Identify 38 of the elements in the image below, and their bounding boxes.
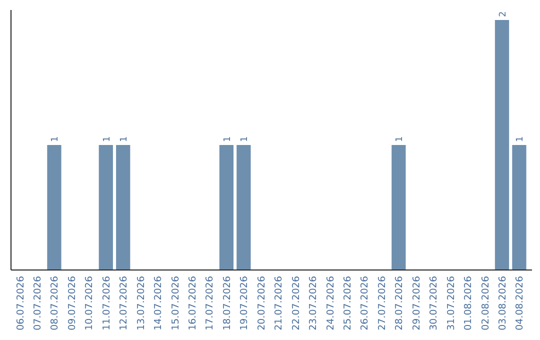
x-tick-label: 06.07.2026 [15,276,26,330]
x-tick-label: 30.07.2026 [428,276,440,330]
x-tick-label: 22.07.2026 [290,276,302,330]
data-label: 1 [222,136,233,142]
x-tick-label: 07.07.2026 [32,276,44,330]
x-tick-label: 25.07.2026 [342,276,354,330]
x-tick-label: 23.07.2026 [308,276,320,330]
x-tick-label: 27.07.2026 [376,276,388,330]
x-tick-label: 26.07.2026 [360,276,371,330]
data-label: 1 [102,136,112,142]
data-label: 1 [240,136,250,142]
x-tick-label: 10.07.2026 [84,276,96,330]
x-tick-label: 29.07.2026 [411,276,422,330]
x-tick-label: 03.08.2026 [497,276,508,330]
x-tick-label: 18.07.2026 [222,276,233,330]
x-tick-label: 11.07.2026 [101,276,112,330]
data-label: 1 [50,136,61,142]
x-tick-label: 08.07.2026 [50,276,61,330]
x-tick-label: 04.08.2026 [514,276,526,330]
x-tick-label: 12.07.2026 [118,276,130,330]
data-label: 2 [498,11,508,17]
x-tick-label: 28.07.2026 [394,276,406,330]
x-tick-label: 20.07.2026 [256,276,268,330]
x-tick-label: 31.07.2026 [446,276,457,330]
x-tick-label: 15.07.2026 [170,276,182,330]
data-label: 1 [120,136,130,142]
data-label: 1 [395,136,406,142]
x-tick-label: 24.07.2026 [325,276,336,330]
x-tick-label: 02.08.2026 [480,276,492,330]
x-tick-label: 16.07.2026 [188,276,198,330]
x-tick-label: 09.07.2026 [66,276,78,330]
data-label: 1 [516,136,526,142]
x-tick-label: 17.07.2026 [204,276,216,330]
x-tick-label: 21.07.2026 [274,276,285,330]
x-tick-label: 01.08.2026 [463,276,474,330]
x-tick-label: 14.07.2026 [153,276,164,330]
x-tick-label: 19.07.2026 [239,276,250,330]
x-tick-label: 13.07.2026 [136,276,147,330]
